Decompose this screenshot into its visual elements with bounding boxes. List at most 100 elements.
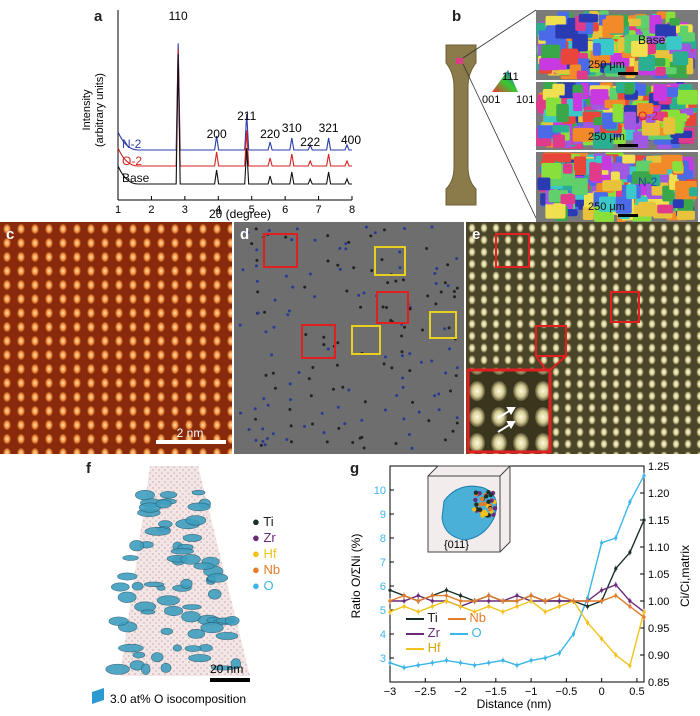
g-point xyxy=(402,604,406,608)
ebsd-grain xyxy=(545,203,566,219)
o-iso-surface xyxy=(160,662,172,673)
g-point xyxy=(543,610,547,614)
xrd-peak-label-220: 220 xyxy=(260,127,280,141)
strain-dot xyxy=(434,282,438,286)
strain-dot xyxy=(303,424,307,428)
strain-dot xyxy=(443,327,447,331)
iso-label: 3.0 at% O isocomposition xyxy=(110,692,246,706)
ebsd-grain xyxy=(572,33,588,52)
strain-dot xyxy=(308,272,312,276)
ebsd-grain xyxy=(683,170,694,183)
strain-dot xyxy=(347,388,351,392)
ebsd-grain xyxy=(602,180,622,191)
strain-dot xyxy=(437,392,441,396)
g-point xyxy=(642,474,646,478)
g-ytick-label: 10 xyxy=(374,485,386,497)
o-iso-surface xyxy=(208,588,222,600)
ebsd-grain xyxy=(552,134,565,148)
strain-dot xyxy=(289,424,293,428)
strain-dot xyxy=(434,302,438,306)
strain-dot xyxy=(425,246,429,250)
g-point xyxy=(458,661,463,665)
strain-dot xyxy=(338,267,342,271)
ebsd-grain xyxy=(590,89,609,105)
strain-dot xyxy=(382,228,386,232)
g-point xyxy=(487,599,491,603)
o-iso-surface xyxy=(135,489,155,501)
o-iso-surface xyxy=(184,645,202,652)
strain-dot xyxy=(320,411,324,415)
inset-label: {011} xyxy=(444,539,469,551)
panel-a: a 1 2 3 4 5 6 7 8 110 200 211 220 310 222 321 400 Inten… xyxy=(80,0,370,225)
apt-reconstruction: 20 nm 3.0 at% O isocomposition xyxy=(92,466,250,706)
strain-dot xyxy=(253,407,257,411)
strain-dot xyxy=(455,286,459,290)
strain-dot xyxy=(337,426,341,430)
scale-c: 2 nm xyxy=(177,426,204,440)
strain-dot xyxy=(238,323,242,327)
strain-dot xyxy=(444,371,448,375)
o-iso-surface xyxy=(129,540,145,552)
strain-dot xyxy=(259,443,263,447)
ebsd-grain xyxy=(542,88,560,101)
strain-dot xyxy=(362,446,366,450)
o-iso-surface xyxy=(156,595,180,606)
panel-g: g −3 −2.5 −2 −1.5 −1 −0.5 0 0.5 3 4 5 6 7 8 9 10 0.85 0.9… xyxy=(344,456,700,711)
ebsd-grain xyxy=(612,103,624,123)
inset-atom xyxy=(474,502,479,507)
strain-dot xyxy=(265,436,269,440)
o-iso-surface xyxy=(181,611,201,623)
ebsd-grain xyxy=(672,161,683,172)
g-point xyxy=(642,610,646,614)
g-point xyxy=(557,599,561,603)
g-point xyxy=(557,651,561,655)
ebsd-scale-3: 250 μm xyxy=(588,201,625,213)
o-iso-surface xyxy=(230,658,242,670)
strain-dot xyxy=(362,291,366,295)
strain-dot xyxy=(322,343,326,347)
xrd-tick-label: 4 xyxy=(215,204,221,216)
xrd-series-n2: N-2 xyxy=(122,137,142,151)
o-iso-surface xyxy=(215,631,239,640)
strain-dot xyxy=(383,355,387,359)
g-point xyxy=(614,583,618,587)
panel-c: 2 nm c xyxy=(0,222,232,454)
strain-dot xyxy=(273,298,277,302)
strain-dot xyxy=(452,295,456,299)
ebsd-grain xyxy=(651,170,661,187)
xrd-peak-label-310: 310 xyxy=(282,121,302,135)
g-point xyxy=(571,632,576,636)
apt-legend-hf: ● Hf xyxy=(252,546,277,561)
strain-dot xyxy=(381,305,385,309)
g-point xyxy=(416,610,420,614)
ebsd-grain xyxy=(679,25,689,33)
g-point xyxy=(473,663,477,667)
inset-atom xyxy=(477,507,483,512)
g-point xyxy=(501,658,505,662)
g-point xyxy=(614,594,618,598)
xrd-xlabel: 2θ (degree) xyxy=(209,207,271,221)
strain-dot xyxy=(443,438,447,442)
strain-dot xyxy=(407,432,411,436)
apt-legend-zr: ● Zr xyxy=(252,530,276,545)
ebsd-label-base: Base xyxy=(638,33,666,47)
g-point xyxy=(430,594,434,598)
ebsd-grain xyxy=(560,194,576,204)
legend-hf: Hf xyxy=(406,640,486,655)
strain-dot xyxy=(433,272,437,276)
g-point xyxy=(430,604,434,608)
g-point xyxy=(628,599,632,603)
strain-dot xyxy=(336,405,340,409)
xrd-tick-label: 7 xyxy=(316,204,322,216)
g-y2tick-label: 0.95 xyxy=(648,623,669,635)
strain-dot xyxy=(267,229,271,233)
ebsd-grain xyxy=(572,178,588,196)
panel-label-b: b xyxy=(452,8,462,25)
xrd-series-line xyxy=(117,43,352,151)
g-point xyxy=(388,599,392,603)
ebsd-grain xyxy=(663,117,676,135)
o-iso-surface xyxy=(140,609,156,615)
panel-label-d: d xyxy=(240,226,250,243)
o-iso-surface xyxy=(117,591,137,603)
strain-dot xyxy=(420,328,424,332)
